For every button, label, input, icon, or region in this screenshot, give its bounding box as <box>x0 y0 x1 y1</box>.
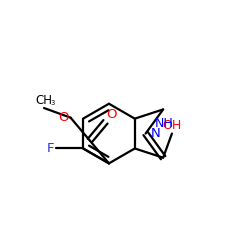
Text: N: N <box>151 127 161 140</box>
Text: O: O <box>107 108 117 120</box>
Text: $_3$: $_3$ <box>50 98 56 108</box>
Text: F: F <box>47 142 54 155</box>
Text: OH: OH <box>162 118 182 132</box>
Text: NH: NH <box>155 117 174 130</box>
Text: O: O <box>58 111 69 124</box>
Text: CH: CH <box>36 94 52 107</box>
